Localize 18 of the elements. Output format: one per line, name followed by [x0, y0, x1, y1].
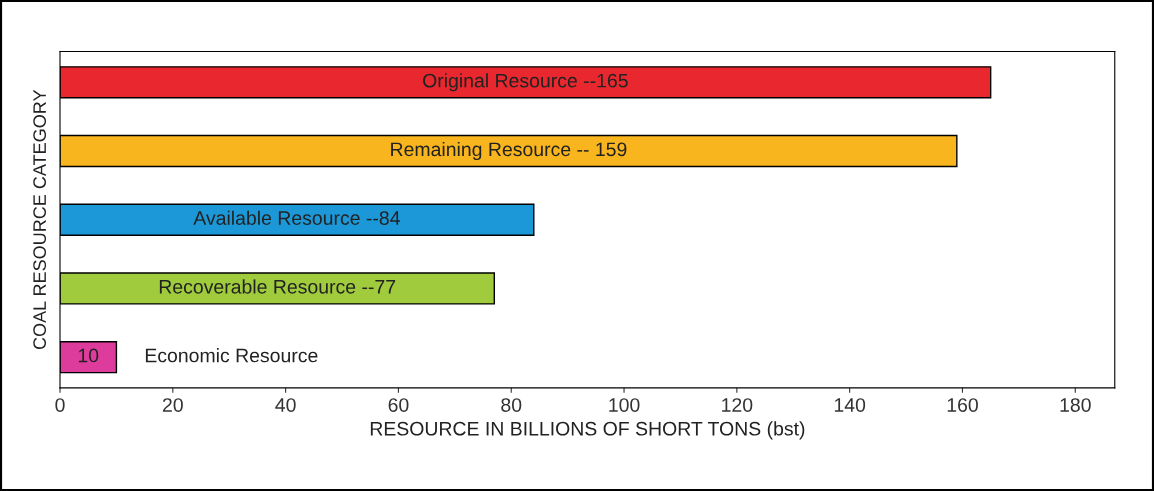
x-tick-label: 80 [501, 398, 522, 412]
x-axis-title: RESOURCE IN BILLIONS OF SHORT TONS (bst) [370, 421, 805, 440]
x-tick-label: 160 [947, 398, 978, 412]
annotation: Remaining Resource -- 159 [391, 141, 627, 161]
x-tick-label: 20 [162, 398, 183, 412]
annotation: Original Resource --165 [423, 73, 628, 92]
x-tick-label: 180 [1060, 398, 1091, 412]
x-tick-label: 140 [834, 398, 866, 412]
x-tick-label: 60 [388, 398, 409, 412]
y-axis-title: COAL RESOURCE CATEGORY [33, 89, 47, 350]
x-tick-label: 100 [609, 398, 640, 412]
data-label: 10 [78, 348, 99, 363]
annotation: Recoverable Resource --77 [159, 279, 396, 294]
x-tick-label: 120 [722, 398, 753, 412]
annotation: Available Resource --84 [193, 210, 400, 225]
x-tick-label: 40 [275, 398, 296, 412]
x-tick-label: 0 [55, 398, 65, 412]
annotation: Economic Resource [145, 348, 318, 363]
